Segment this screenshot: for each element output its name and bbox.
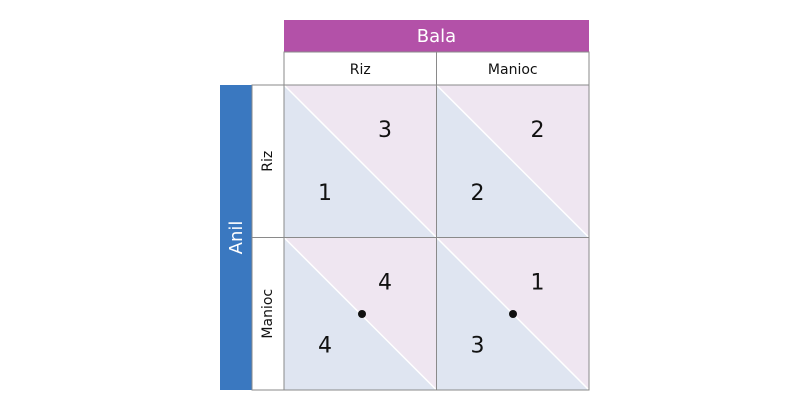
row-payoff: 3 bbox=[471, 334, 485, 359]
diagonal bbox=[283, 84, 438, 239]
row-player-bar bbox=[220, 85, 252, 390]
diagonal bbox=[435, 84, 590, 239]
equilibrium-dot bbox=[509, 310, 517, 318]
column-payoff: 1 bbox=[531, 271, 545, 296]
column-label: Riz bbox=[350, 62, 371, 78]
row-payoff: 2 bbox=[471, 181, 485, 206]
column-label: Manioc bbox=[488, 62, 538, 78]
row-label: Manioc bbox=[260, 289, 276, 339]
row-header-cell bbox=[251, 237, 285, 391]
row-player: Anil bbox=[226, 221, 247, 255]
cell-border bbox=[436, 237, 590, 391]
row-payoff: 1 bbox=[318, 181, 332, 206]
column-header-cell bbox=[436, 51, 590, 86]
column-payoff: 2 bbox=[531, 118, 545, 143]
column-player-bar bbox=[284, 20, 589, 52]
row-label: Riz bbox=[260, 151, 276, 172]
column-player: Bala bbox=[417, 26, 456, 47]
equilibrium-dot bbox=[358, 310, 366, 318]
column-payoff: 4 bbox=[378, 271, 392, 296]
grid: Riz Manioc Riz Manioc 3 1 2 2 4 4 1 3 bbox=[251, 51, 590, 391]
column-payoff: 3 bbox=[378, 118, 392, 143]
row-payoff: 4 bbox=[318, 334, 332, 359]
